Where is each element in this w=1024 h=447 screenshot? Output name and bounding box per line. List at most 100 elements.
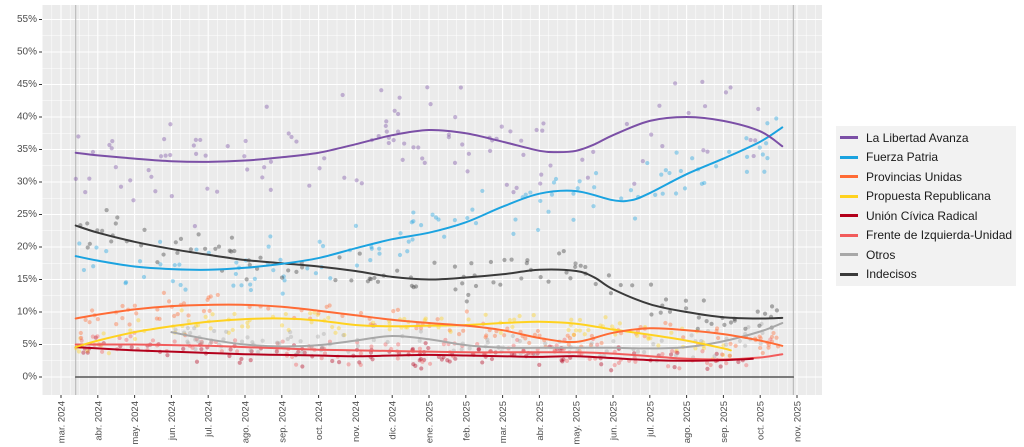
legend-key-icon: [840, 214, 858, 218]
poll-point: [245, 324, 251, 329]
poll-point: [154, 316, 160, 321]
poll-point: [282, 278, 287, 283]
poll-point: [357, 360, 362, 365]
poll-point: [201, 308, 207, 314]
poll-point: [727, 149, 732, 154]
x-tick-label: oct. 2024: [314, 401, 325, 440]
poll-point: [603, 315, 608, 320]
poll-point: [610, 324, 615, 329]
poll-point: [155, 260, 160, 265]
poll-point: [234, 349, 240, 354]
poll-point: [695, 326, 700, 331]
poll-point: [178, 282, 183, 288]
poll-point: [760, 350, 765, 356]
poll-point: [305, 266, 310, 271]
poll-point: [87, 320, 92, 325]
poll-point: [410, 237, 415, 242]
poll-point: [539, 172, 544, 177]
poll-point: [248, 287, 254, 293]
poll-point: [243, 138, 248, 144]
poll-point: [765, 156, 770, 161]
poll-point: [177, 262, 182, 267]
poll-point: [302, 350, 307, 355]
poll-point: [587, 356, 592, 362]
poll-point: [432, 260, 437, 265]
poll-point: [358, 362, 363, 367]
poll-point: [564, 270, 569, 275]
poll-point: [469, 261, 474, 266]
poll-point: [425, 85, 430, 90]
poll-point: [205, 297, 210, 303]
poll-point: [203, 314, 208, 319]
trend-line-otros: [170, 322, 784, 350]
poll-point: [538, 275, 543, 280]
poll-point: [678, 168, 683, 174]
poll-point: [523, 192, 528, 197]
poll-point: [659, 172, 664, 177]
poll-point: [667, 309, 673, 314]
poll-point: [239, 339, 245, 344]
poll-point: [640, 159, 645, 164]
poll-point: [385, 339, 390, 345]
legend-label: Indecisos: [866, 267, 917, 282]
x-tick-label: dic. 2024: [388, 401, 399, 440]
poll-point: [751, 153, 756, 159]
poll-point: [199, 340, 204, 345]
poll-point: [262, 165, 267, 170]
poll-point: [561, 249, 566, 254]
poll-point: [168, 122, 173, 127]
poll-point: [168, 152, 173, 158]
poll-point: [354, 178, 359, 183]
poll-point: [577, 179, 582, 184]
legend-item: Unión Cívica Radical: [840, 206, 1012, 226]
poll-point: [523, 336, 528, 341]
poll-point: [357, 251, 362, 256]
poll-point: [128, 178, 133, 183]
poll-point: [573, 328, 579, 333]
legend-label: Otros: [866, 247, 896, 262]
poll-point: [763, 141, 769, 146]
poll-point: [312, 310, 317, 315]
poll-point: [414, 325, 419, 331]
poll-point: [228, 347, 233, 352]
poll-point: [281, 274, 286, 279]
poll-point: [240, 324, 245, 329]
poll-point: [417, 358, 422, 363]
poll-point: [668, 322, 673, 327]
poll-point: [258, 255, 263, 260]
poll-point: [663, 168, 668, 173]
poll-point: [508, 129, 513, 134]
poll-point: [196, 232, 201, 237]
trend-line-fuerza-patria: [74, 126, 784, 271]
x-tick-label: may. 2024: [130, 401, 141, 445]
poll-point: [682, 186, 688, 191]
poll-point: [418, 223, 424, 228]
poll-point: [519, 276, 524, 281]
poll-point: [743, 326, 748, 331]
poll-point: [461, 328, 466, 333]
y-tick-label: 40%: [17, 112, 37, 123]
poll-point: [649, 312, 654, 317]
poll-point: [527, 340, 532, 346]
legend-label: Unión Cívica Radical: [866, 208, 978, 223]
poll-point: [346, 362, 351, 367]
x-tick-label: ago. 2025: [682, 401, 693, 443]
x-tick-label: abr. 2025: [535, 401, 546, 441]
poll-point: [448, 329, 453, 334]
poll-point: [395, 307, 401, 312]
poll-point: [175, 250, 180, 255]
poll-point: [106, 351, 111, 356]
poll-point: [367, 276, 372, 281]
poll-point: [104, 208, 109, 213]
poll-point: [528, 190, 533, 195]
poll-point: [592, 185, 597, 190]
poll-point: [705, 149, 710, 154]
poll-point: [681, 335, 686, 340]
poll-point: [283, 311, 288, 317]
poll-point: [391, 138, 396, 143]
poll-point: [673, 81, 678, 86]
poll-point: [268, 187, 273, 193]
poll-point: [657, 103, 662, 108]
poll-point: [333, 330, 338, 335]
poll-point: [353, 223, 359, 228]
